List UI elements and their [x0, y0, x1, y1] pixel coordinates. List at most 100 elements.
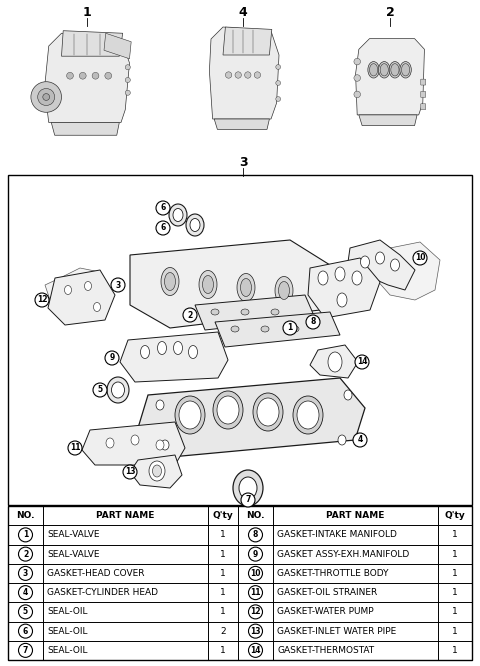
Ellipse shape [165, 272, 176, 290]
Text: 1: 1 [220, 530, 226, 539]
Circle shape [249, 547, 263, 561]
Ellipse shape [131, 435, 139, 445]
Ellipse shape [106, 438, 114, 448]
Ellipse shape [141, 346, 149, 358]
Circle shape [249, 528, 263, 542]
Text: 8: 8 [310, 318, 316, 326]
Circle shape [249, 585, 263, 599]
Ellipse shape [375, 252, 384, 264]
Ellipse shape [173, 342, 182, 354]
Ellipse shape [169, 204, 187, 226]
Text: SEAL-OIL: SEAL-OIL [47, 607, 87, 616]
Polygon shape [130, 455, 182, 488]
Circle shape [67, 73, 73, 79]
Circle shape [123, 465, 137, 479]
Circle shape [111, 278, 125, 292]
Text: 12: 12 [37, 296, 47, 304]
Ellipse shape [111, 382, 124, 398]
Ellipse shape [400, 61, 411, 78]
FancyBboxPatch shape [8, 175, 472, 505]
Text: 1: 1 [452, 627, 458, 635]
Circle shape [19, 547, 33, 561]
Text: 2: 2 [23, 549, 28, 559]
Ellipse shape [156, 440, 164, 450]
Text: 4: 4 [23, 588, 28, 597]
Text: 3: 3 [115, 280, 120, 290]
Text: 14: 14 [250, 646, 261, 655]
Text: 1: 1 [220, 607, 226, 616]
Text: 1: 1 [452, 646, 458, 655]
Text: SEAL-VALVE: SEAL-VALVE [47, 549, 99, 559]
Text: 2: 2 [385, 5, 395, 19]
Circle shape [125, 90, 131, 95]
Text: Q'ty: Q'ty [213, 511, 233, 520]
Text: 3: 3 [23, 569, 28, 578]
Circle shape [105, 351, 119, 365]
Ellipse shape [335, 267, 345, 281]
Circle shape [79, 73, 86, 79]
Ellipse shape [318, 271, 328, 285]
Circle shape [19, 605, 33, 619]
Ellipse shape [190, 218, 200, 232]
Ellipse shape [368, 61, 379, 78]
Ellipse shape [179, 401, 201, 429]
Ellipse shape [199, 270, 217, 298]
Circle shape [249, 643, 263, 657]
Text: 1: 1 [452, 530, 458, 539]
Text: GASKET-HEAD COVER: GASKET-HEAD COVER [47, 569, 144, 578]
Polygon shape [359, 115, 417, 126]
Text: SEAL-VALVE: SEAL-VALVE [47, 530, 99, 539]
Ellipse shape [189, 346, 197, 358]
Circle shape [235, 72, 241, 78]
Circle shape [226, 72, 232, 78]
Text: 1: 1 [220, 588, 226, 597]
FancyBboxPatch shape [420, 104, 426, 110]
Text: 14: 14 [357, 358, 367, 366]
Text: SEAL-OIL: SEAL-OIL [47, 646, 87, 655]
Polygon shape [356, 39, 424, 115]
Circle shape [31, 82, 61, 113]
Ellipse shape [360, 256, 370, 268]
Text: 3: 3 [239, 155, 247, 168]
Text: 6: 6 [160, 224, 166, 232]
Text: 4: 4 [239, 5, 247, 19]
Text: 11: 11 [250, 588, 261, 597]
Polygon shape [104, 33, 131, 59]
Text: NO.: NO. [16, 511, 35, 520]
Circle shape [105, 73, 112, 79]
Polygon shape [51, 123, 120, 135]
Circle shape [354, 91, 360, 98]
Circle shape [354, 75, 360, 81]
Ellipse shape [257, 398, 279, 426]
Text: GASKET-THROTTLE BODY: GASKET-THROTTLE BODY [277, 569, 388, 578]
Ellipse shape [241, 309, 249, 315]
Text: 5: 5 [97, 386, 103, 394]
Circle shape [35, 293, 49, 307]
Polygon shape [195, 295, 315, 330]
Circle shape [156, 221, 170, 235]
Ellipse shape [240, 278, 252, 296]
Ellipse shape [237, 274, 255, 302]
Circle shape [92, 73, 99, 79]
Ellipse shape [217, 396, 239, 424]
Text: SEAL-OIL: SEAL-OIL [47, 627, 87, 635]
Text: GASKET-THERMOSTAT: GASKET-THERMOSTAT [277, 646, 374, 655]
Circle shape [125, 65, 131, 70]
Text: 10: 10 [250, 569, 261, 578]
Ellipse shape [297, 401, 319, 429]
Ellipse shape [153, 465, 161, 477]
Circle shape [249, 566, 263, 580]
Ellipse shape [203, 276, 214, 294]
Text: 1: 1 [220, 646, 226, 655]
Circle shape [355, 355, 369, 369]
Polygon shape [48, 270, 115, 325]
Text: 1: 1 [220, 569, 226, 578]
Text: 13: 13 [250, 627, 261, 635]
Ellipse shape [401, 64, 410, 76]
Polygon shape [310, 345, 358, 378]
Text: 8: 8 [253, 530, 258, 539]
Text: 1: 1 [452, 569, 458, 578]
Ellipse shape [380, 64, 388, 76]
Circle shape [125, 77, 131, 83]
Circle shape [19, 624, 33, 638]
